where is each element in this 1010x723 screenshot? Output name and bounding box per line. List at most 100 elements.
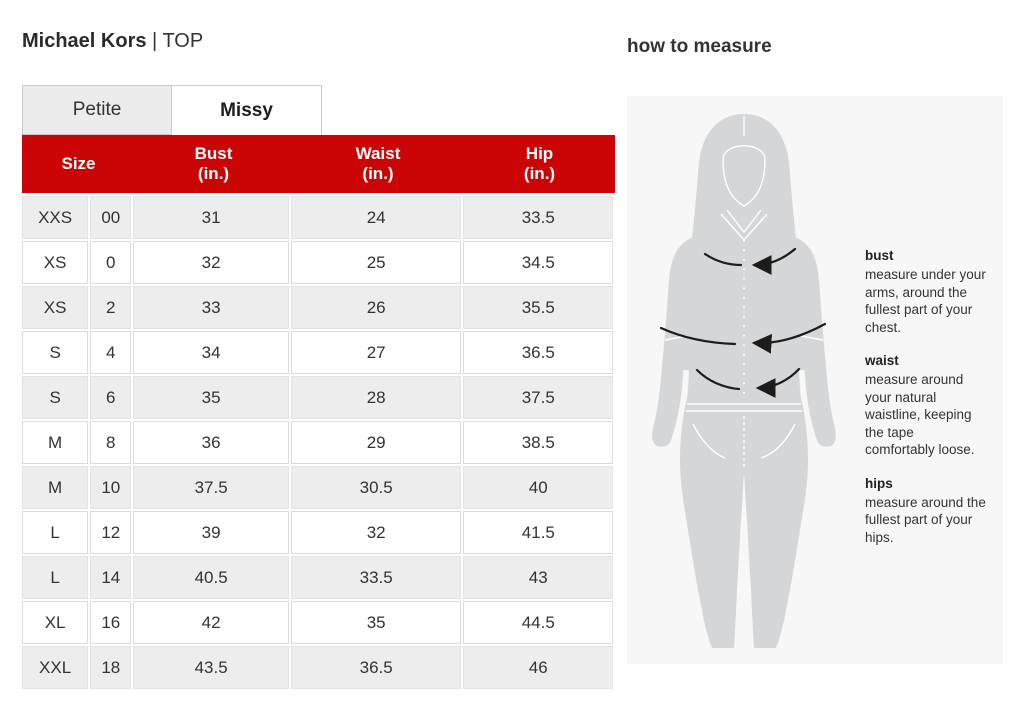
table-cell: 36 [133, 421, 289, 464]
size-chart-header: Size Bust (in.) Waist (in.) Hip (in.) [22, 135, 615, 193]
table-row: M 8 36 29 38.5 [22, 421, 613, 464]
table-row: XS 0 32 25 34.5 [22, 241, 613, 284]
column-header-size: Size [22, 135, 135, 193]
tab-petite[interactable]: Petite [22, 85, 172, 135]
title-separator: | [152, 30, 158, 52]
table-cell: 8 [90, 421, 132, 464]
table-cell: 32 [290, 511, 462, 554]
table-cell: XXL [22, 646, 89, 689]
table-cell: 4 [90, 331, 132, 374]
measurement-panel: bust measure under your arms, around the … [627, 96, 1003, 664]
table-cell: 43 [463, 556, 613, 599]
table-cell: 34 [133, 331, 289, 374]
table-cell: XS [22, 286, 89, 329]
table-row: XXS 00 31 24 33.5 [22, 196, 613, 239]
measure-section-label: bust [865, 248, 894, 263]
column-header-bust: Bust (in.) [135, 135, 292, 193]
table-cell: XXS [22, 196, 89, 239]
tab-missy[interactable]: Missy [172, 85, 322, 135]
table-cell: S [22, 376, 89, 419]
table-row: L 14 40.5 33.5 43 [22, 556, 613, 599]
table-cell: 30.5 [290, 466, 462, 509]
table-cell: 34.5 [463, 241, 613, 284]
table-cell: 35 [290, 601, 462, 644]
table-cell: XS [22, 241, 89, 284]
table-cell: 14 [90, 556, 132, 599]
table-cell: 40 [463, 466, 613, 509]
table-cell: 16 [90, 601, 132, 644]
waist-arrow-icon [659, 322, 827, 354]
measure-section-hips: hips measure around the fullest part of y… [865, 476, 987, 547]
table-cell: 38.5 [463, 421, 613, 464]
table-cell: L [22, 556, 89, 599]
bust-arrow-icon [703, 247, 797, 275]
measure-section-text: measure around the fullest part of your … [865, 494, 986, 545]
size-chart-table: XXS 00 31 24 33.5 XS 0 32 25 34.5 XS 2 33 26 35.5 S 4 34 2… [20, 194, 615, 691]
table-cell: 26 [290, 286, 462, 329]
table-cell: L [22, 511, 89, 554]
table-cell: 43.5 [133, 646, 289, 689]
table-cell: 00 [90, 196, 132, 239]
table-cell: M [22, 466, 89, 509]
table-cell: 18 [90, 646, 132, 689]
page-title: Michael Kors | TOP [22, 30, 203, 53]
table-cell: S [22, 331, 89, 374]
measure-section-label: hips [865, 475, 893, 491]
table-cell: 39 [133, 511, 289, 554]
table-row: S 6 35 28 37.5 [22, 376, 613, 419]
column-label: Waist [355, 144, 401, 163]
column-header-waist: Waist (in.) [292, 135, 464, 193]
table-cell: 31 [133, 196, 289, 239]
table-cell: 0 [90, 241, 132, 284]
column-unit: (in.) [523, 164, 556, 183]
table-cell: 35 [133, 376, 289, 419]
measure-section-waist: waist measure around your natural waistli… [865, 353, 987, 459]
table-cell: 41.5 [463, 511, 613, 554]
table-row: M 10 37.5 30.5 40 [22, 466, 613, 509]
table-cell: M [22, 421, 89, 464]
table-cell: 36.5 [290, 646, 462, 689]
fit-tab-bar: Petite Missy [22, 85, 322, 135]
table-cell: 12 [90, 511, 132, 554]
table-cell: 33.5 [463, 196, 613, 239]
table-cell: 42 [133, 601, 289, 644]
table-cell: 33 [133, 286, 289, 329]
table-cell: 2 [90, 286, 132, 329]
column-label: Hip [525, 144, 554, 163]
category-name: TOP [162, 30, 204, 52]
measure-section-text: measure around your natural waistline, k… [865, 372, 975, 457]
table-cell: 10 [90, 466, 132, 509]
table-cell: 37.5 [463, 376, 613, 419]
table-cell: 29 [290, 421, 462, 464]
table-cell: 27 [290, 331, 462, 374]
table-row: L 12 39 32 41.5 [22, 511, 613, 554]
table-row: XS 2 33 26 35.5 [22, 286, 613, 329]
column-header-hip: Hip (in.) [464, 135, 615, 193]
woman-silhouette [652, 114, 836, 648]
table-cell: 25 [290, 241, 462, 284]
column-label: Size [61, 154, 96, 173]
table-cell: 33.5 [290, 556, 462, 599]
table-cell: 35.5 [463, 286, 613, 329]
table-cell: 28 [290, 376, 462, 419]
measure-instructions: bust measure under your arms, around the … [865, 248, 987, 563]
measure-section-bust: bust measure under your arms, around the … [865, 248, 987, 336]
how-to-measure-title: how to measure [627, 36, 772, 57]
measure-section-text: measure under your arms, around the full… [865, 267, 986, 335]
table-row: S 4 34 27 36.5 [22, 331, 613, 374]
column-unit: (in.) [362, 164, 394, 183]
table-cell: 44.5 [463, 601, 613, 644]
brand-name: Michael Kors [22, 30, 147, 52]
hips-arrow-icon [695, 367, 801, 398]
table-row: XXL 18 43.5 36.5 46 [22, 646, 613, 689]
table-cell: 32 [133, 241, 289, 284]
column-unit: (in.) [197, 164, 230, 183]
table-cell: 46 [463, 646, 613, 689]
measure-section-label: waist [865, 353, 899, 368]
table-cell: 24 [290, 196, 462, 239]
table-cell: 36.5 [463, 331, 613, 374]
table-cell: 6 [90, 376, 132, 419]
measurement-figure-illustration [652, 114, 836, 648]
table-cell: XL [22, 601, 89, 644]
